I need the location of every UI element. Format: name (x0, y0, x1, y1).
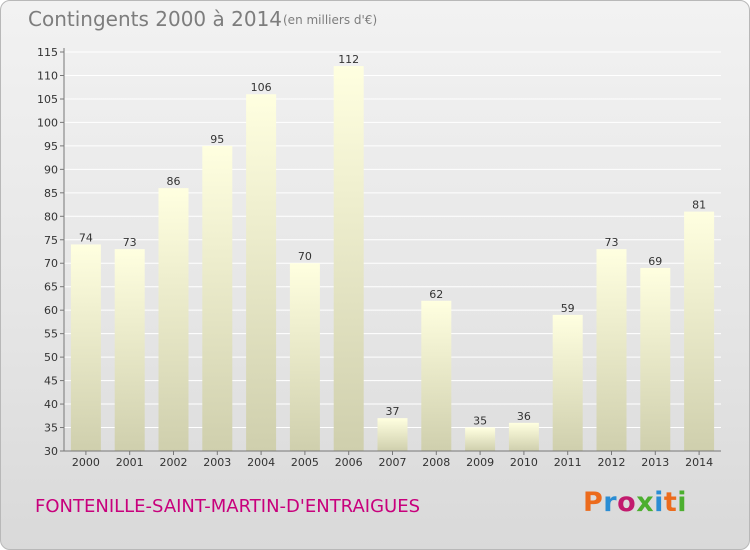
chart-title: Contingents 2000 à 2014 (28, 7, 283, 31)
y-tick-label: 100 (37, 116, 58, 129)
logo-letter: r (603, 487, 618, 518)
logo-letter: i (677, 487, 688, 518)
proxiti-logo: Proxiti (583, 487, 687, 518)
x-tick-label: 2009 (466, 456, 494, 469)
bar (377, 418, 408, 451)
y-tick-label: 115 (37, 46, 58, 59)
y-tick-label: 55 (44, 328, 58, 341)
commune-name: FONTENILLE-SAINT-MARTIN-D'ENTRAIGUES (35, 496, 421, 517)
data-label: 35 (473, 415, 487, 428)
y-tick-label: 35 (44, 422, 58, 435)
bar (158, 188, 189, 452)
bar (508, 422, 539, 451)
data-label: 81 (692, 199, 706, 212)
bar (552, 314, 583, 451)
chart-subtitle: (en milliers d'€) (283, 13, 378, 27)
data-label: 86 (167, 175, 181, 188)
y-tick-label: 105 (37, 93, 58, 106)
axes: 30 35 40 45 50 55 60 65 70 75 80 85 90 95 100 105 110 115… (37, 46, 721, 469)
y-tick-label: 45 (44, 375, 58, 388)
y-tick-label: 80 (44, 210, 58, 223)
bar (289, 263, 320, 451)
x-tick-label: 2011 (554, 456, 582, 469)
y-tick-label: 50 (44, 351, 58, 364)
data-label: 62 (429, 288, 443, 301)
x-tick-label: 2000 (72, 456, 100, 469)
y-tick-label: 70 (44, 257, 58, 270)
data-label: 112 (338, 53, 359, 66)
data-label: 95 (210, 133, 224, 146)
data-label: 69 (648, 255, 662, 268)
x-tick-label: 2012 (598, 456, 626, 469)
y-tick-label: 40 (44, 398, 58, 411)
y-tick-label: 75 (44, 234, 58, 247)
logo-letter: i (654, 487, 664, 518)
bar (333, 66, 364, 452)
logo-letter: o (617, 487, 637, 518)
x-tick-label: 2001 (116, 456, 144, 469)
y-tick-label: 90 (44, 163, 58, 176)
bar (465, 427, 496, 451)
data-label: 36 (517, 410, 531, 423)
data-label: 59 (561, 302, 575, 315)
x-tick-label: 2007 (379, 456, 407, 469)
bar (596, 249, 627, 451)
data-label: 74 (79, 231, 93, 244)
x-tick-label: 2004 (247, 456, 275, 469)
x-tick-label: 2008 (422, 456, 450, 469)
data-label: 70 (298, 250, 312, 263)
bar (421, 300, 452, 451)
y-tick-label: 85 (44, 187, 58, 200)
x-tick-label: 2010 (510, 456, 538, 469)
x-tick-label: 2005 (291, 456, 319, 469)
y-tick-label: 95 (44, 140, 58, 153)
x-tick-label: 2002 (160, 456, 188, 469)
y-tick-label: 65 (44, 281, 58, 294)
bar (70, 244, 101, 451)
y-tick-label: 30 (44, 445, 58, 458)
data-label: 73 (123, 236, 137, 249)
logo-letter: t (663, 487, 678, 518)
bar (114, 249, 145, 451)
bar (202, 145, 233, 451)
x-tick-label: 2003 (203, 456, 231, 469)
logo-letter: P (583, 487, 604, 518)
x-tick-label: 2014 (685, 456, 713, 469)
bars: 74 73 86 95 106 70 112 37 62 35 36 59 73 69 81 (70, 53, 715, 452)
x-tick-label: 2013 (641, 456, 669, 469)
logo-letter: x (636, 487, 655, 518)
y-tick-label: 60 (44, 304, 58, 317)
y-tick-label: 110 (37, 69, 58, 82)
data-label: 106 (251, 81, 272, 94)
bar (640, 267, 671, 451)
data-label: 37 (386, 405, 400, 418)
data-label: 73 (605, 236, 619, 249)
bar (246, 94, 277, 451)
bar (684, 211, 715, 451)
x-tick-label: 2006 (335, 456, 363, 469)
